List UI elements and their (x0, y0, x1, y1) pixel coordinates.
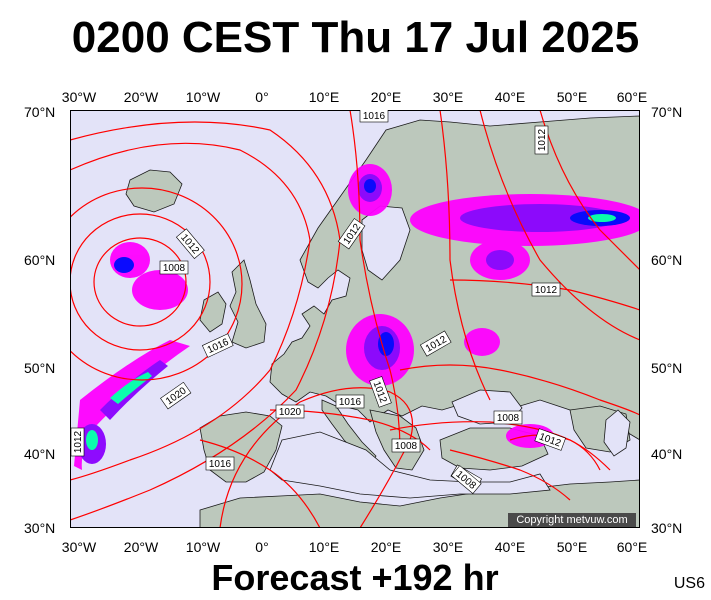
lon-tick-bottom: 10°W (185, 539, 221, 555)
lon-tick-top: 20°W (123, 89, 159, 105)
lon-tick-top: 60°E (616, 89, 648, 105)
isobar (70, 187, 243, 381)
lat-tick-left: 50°N (24, 360, 56, 376)
precip-area (86, 430, 98, 450)
lon-tick-bottom: 0° (255, 539, 269, 555)
model-code: US6 (673, 575, 705, 592)
svg-text:1020: 1020 (279, 407, 302, 418)
isobar-label: 1012 (534, 125, 549, 155)
great-britain (229, 259, 267, 349)
precip-area (464, 328, 500, 356)
svg-text:1012: 1012 (537, 128, 548, 151)
isobar (539, 110, 640, 271)
baltic-sea (361, 205, 411, 281)
precip-area (132, 270, 188, 310)
svg-text:1016: 1016 (209, 459, 232, 470)
lat-tick-left: 40°N (24, 446, 56, 462)
lon-tick-top: 10°W (185, 89, 221, 105)
isobar-label: 1008 (391, 438, 421, 453)
isobar (70, 142, 311, 481)
isobar (479, 110, 640, 341)
svg-text:1016: 1016 (339, 397, 362, 408)
lat-tick-right: 70°N (651, 104, 683, 120)
isobar (439, 110, 491, 401)
svg-text:1012: 1012 (73, 430, 84, 453)
svg-text:1008: 1008 (497, 413, 520, 424)
isobar (389, 421, 601, 471)
lon-tick-top: 50°E (556, 89, 588, 105)
lon-tick-bottom: 10°E (308, 539, 340, 555)
lon-tick-bottom: 60°E (616, 539, 648, 555)
isobar (70, 121, 341, 521)
chart-title: 0200 CEST Thu 17 Jul 2025 (71, 13, 640, 62)
lon-tick-bottom: 30°W (61, 539, 97, 555)
lat-tick-right: 50°N (651, 360, 683, 376)
lon-tick-bottom: 50°E (556, 539, 588, 555)
lon-tick-top: 10°E (308, 89, 340, 105)
caspian-sea (603, 409, 631, 457)
lat-tick-left: 30°N (24, 520, 56, 536)
lon-tick-top: 30°E (432, 89, 464, 105)
inland-seas (269, 205, 631, 499)
isobar (93, 237, 187, 327)
lon-tick-top: 20°E (370, 89, 402, 105)
precip-area (460, 204, 620, 232)
isobar-label: 1016 (335, 394, 365, 409)
isobar-label: 1020 (275, 404, 305, 419)
lon-tick-bottom: 20°E (370, 539, 402, 555)
isobar-label: 1012 (70, 427, 85, 457)
lon-tick-bottom: 30°E (432, 539, 464, 555)
precip-area (364, 179, 376, 193)
lon-tick-bottom: 40°E (494, 539, 526, 555)
precip-area (114, 257, 134, 273)
forecast-hour: Forecast +192 hr (211, 557, 499, 598)
precip-area (486, 250, 514, 270)
isobar-label: 1008 (159, 260, 189, 275)
copyright-badge: Copyright metvuw.com (508, 513, 636, 527)
lat-tick-right: 40°N (651, 446, 683, 462)
svg-text:1016: 1016 (363, 111, 386, 122)
isobar (509, 434, 611, 471)
map-frame (70, 110, 640, 528)
isobar-label: 1016 (205, 456, 235, 471)
isobar-label: 1008 (493, 410, 523, 425)
isobar (449, 279, 640, 311)
precip-band (74, 340, 190, 470)
isobar-label: 1012 (531, 282, 561, 297)
mediterranean-sea (269, 431, 551, 499)
isobar-label: 1016 (359, 110, 389, 123)
lat-tick-right: 60°N (651, 252, 683, 268)
isobar (449, 449, 571, 501)
lon-tick-bottom: 20°W (123, 539, 159, 555)
precip-area (378, 332, 394, 356)
lon-tick-top: 0° (255, 89, 269, 105)
precip-area (588, 214, 616, 222)
forecast-map: 1012 1008 1016 1020 1012 1012 1016 1020 (70, 110, 640, 528)
svg-text:1008: 1008 (395, 441, 418, 452)
lat-tick-right: 30°N (651, 520, 683, 536)
isobar-labels: 1012 1008 1016 1020 1012 1012 1016 1020 (70, 110, 566, 495)
lon-tick-top: 30°W (61, 89, 97, 105)
lat-tick-left: 60°N (24, 252, 56, 268)
iceland (125, 169, 183, 213)
isobar (70, 213, 211, 351)
svg-text:1012: 1012 (535, 285, 558, 296)
lon-tick-top: 40°E (494, 89, 526, 105)
isobar (349, 110, 401, 451)
lat-tick-left: 70°N (24, 104, 56, 120)
svg-text:1008: 1008 (163, 263, 186, 274)
isobar (199, 439, 321, 528)
isobar (399, 364, 640, 416)
